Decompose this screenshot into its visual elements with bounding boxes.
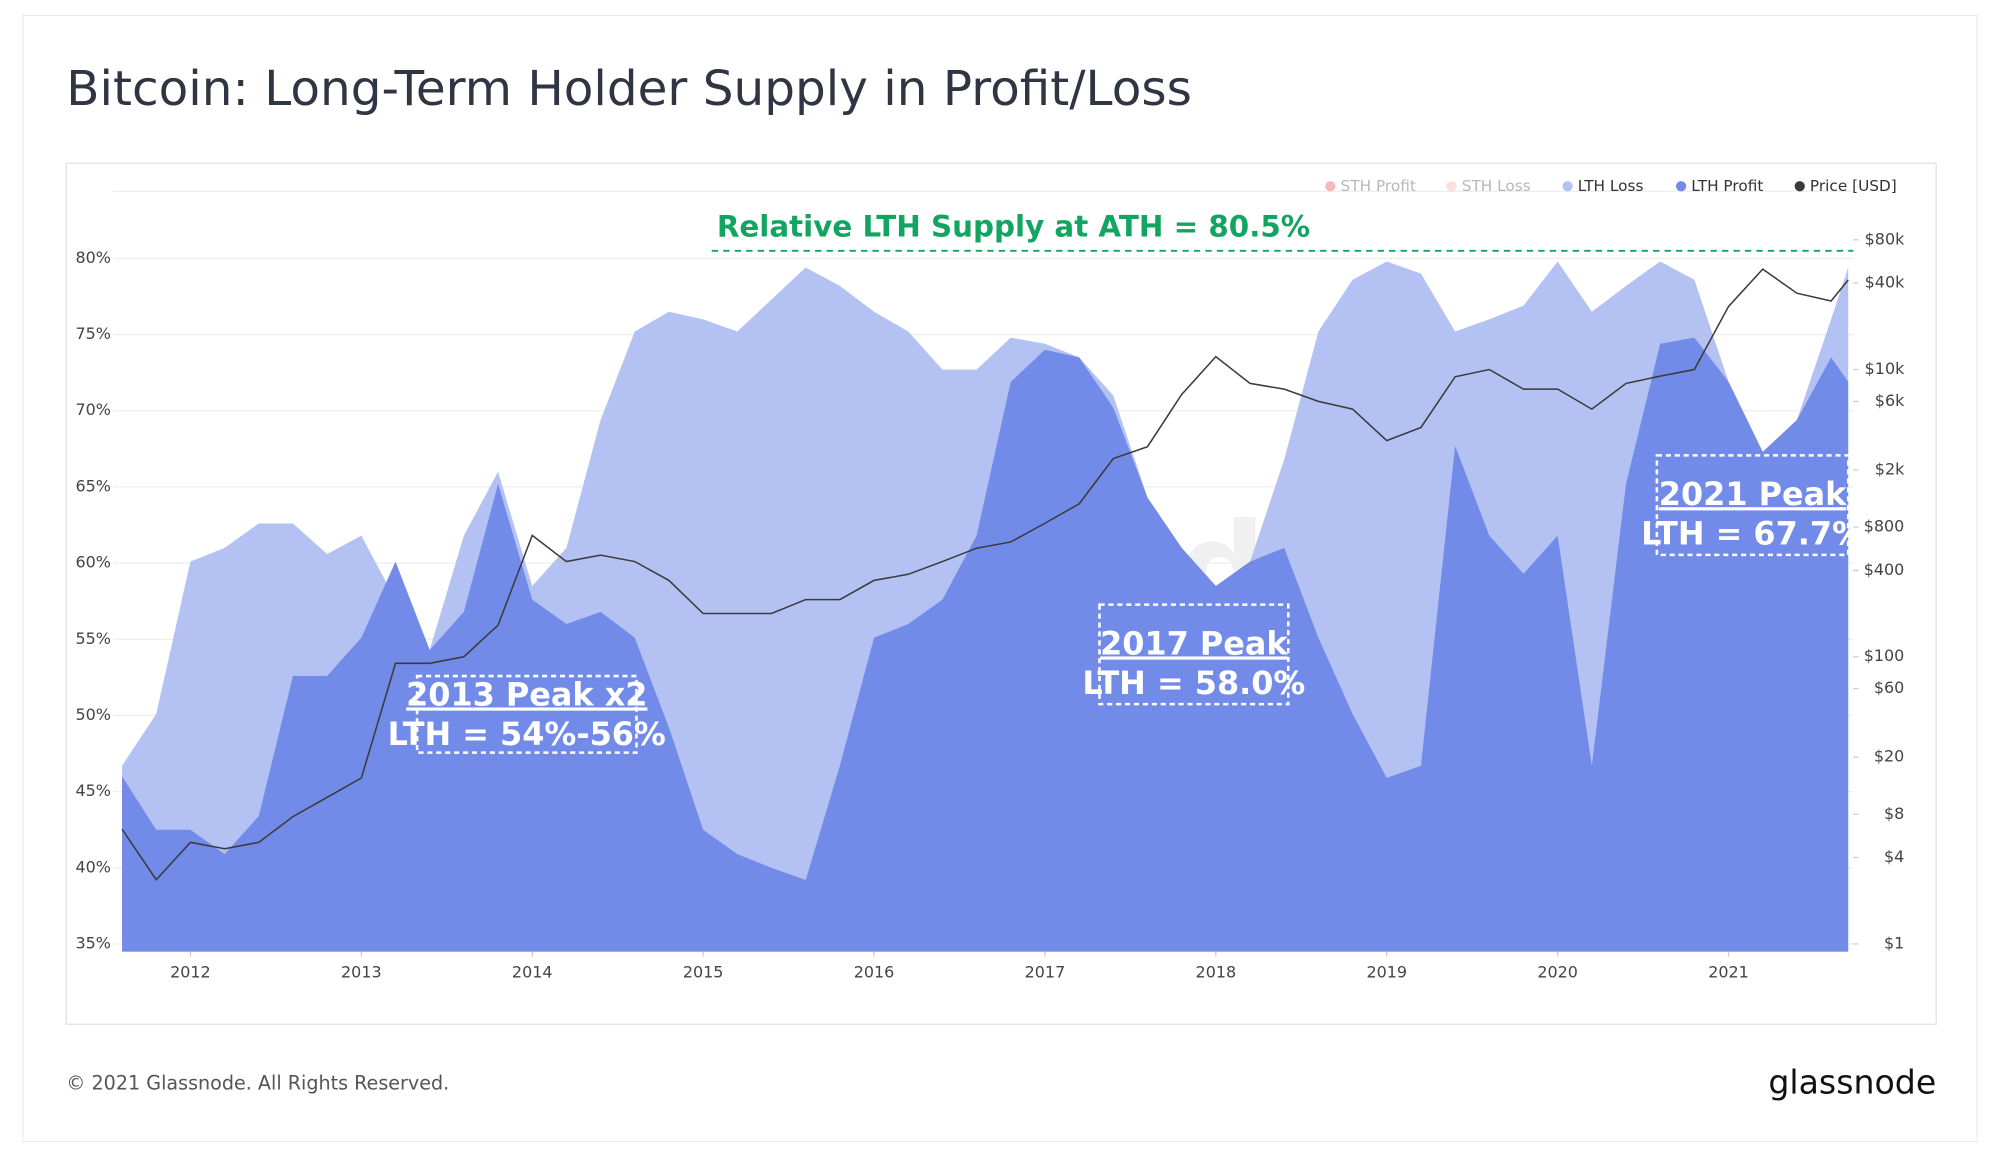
annotation-text: LTH = 67.7%: [1641, 515, 1864, 553]
annotation-text: 2013 Peak x2: [406, 675, 647, 713]
y-tick-label: 45%: [76, 781, 111, 800]
legend-item: STH Loss: [1446, 177, 1531, 195]
area: [122, 337, 1849, 952]
y-tick-label: 40%: [76, 857, 111, 876]
legend-label: STH Profit: [1341, 177, 1416, 195]
annotation-text: LTH = 54%-56%: [388, 715, 666, 753]
x-tick-label: 2018: [1196, 963, 1237, 982]
y2-tick-label: $8: [1884, 804, 1904, 823]
x-tick-label: 2019: [1366, 963, 1407, 982]
annotation-text: LTH = 58.0%: [1082, 664, 1305, 702]
x-tick-label: 2017: [1025, 963, 1066, 982]
y-tick-label: 55%: [76, 629, 111, 648]
y2-tick-label: $80k: [1865, 229, 1905, 248]
y2-tick-label: $40k: [1865, 273, 1905, 292]
y-tick-label: 80%: [76, 248, 111, 267]
annotation-box: [1655, 454, 1850, 557]
annotation-box: [1098, 603, 1290, 706]
legend-item: STH Profit: [1325, 177, 1416, 195]
y2-tick-label: $4: [1884, 847, 1904, 866]
y2-tick-label: $10k: [1865, 359, 1905, 378]
x-tick-label: 2020: [1537, 963, 1578, 982]
y2-tick-label: $1: [1884, 933, 1904, 952]
annotation-text: 2017 Peak: [1100, 624, 1288, 662]
x-tick-label: 2021: [1708, 963, 1749, 982]
y-tick-label: 65%: [76, 476, 111, 495]
x-tick-label: 2014: [512, 963, 553, 982]
reference-label: Relative LTH Supply at ATH = 80.5%: [717, 209, 1310, 243]
legend-swatch: [1325, 181, 1336, 192]
y-tick-label: 70%: [76, 400, 111, 419]
chart-title: Bitcoin: Long-Term Holder Supply in Prof…: [66, 61, 1192, 117]
y2-tick-label: $2k: [1875, 459, 1905, 478]
x-tick-label: 2012: [170, 963, 211, 982]
legend-label: LTH Loss: [1578, 177, 1644, 195]
annotation-box: [415, 674, 638, 754]
y-tick-label: 60%: [76, 553, 111, 572]
legend-swatch: [1794, 181, 1805, 192]
legend-item: LTH Loss: [1562, 177, 1644, 195]
plot: 35% 40% 45% 50% 55% 60% 65% 70% 75% 80% $1 $4 $8 $20 $…: [76, 177, 1906, 982]
legend-label: LTH Profit: [1691, 177, 1763, 195]
y2-tick-label: $400: [1864, 560, 1905, 579]
legend-item: Price [USD]: [1794, 177, 1897, 195]
legend-label: STH Loss: [1462, 177, 1531, 195]
legend-swatch: [1446, 181, 1457, 192]
y-tick-label: 75%: [76, 324, 111, 343]
x-tick-label: 2015: [683, 963, 724, 982]
y2-tick-label: $100: [1864, 646, 1905, 665]
footer: © 2021 Glassnode. All Rights Reserved.: [66, 1072, 449, 1095]
annotation-text: 2021 Peak: [1659, 475, 1847, 513]
x-tick-label: 2016: [854, 963, 895, 982]
legend-swatch: [1676, 181, 1687, 192]
legend-swatch: [1562, 181, 1573, 192]
legend-item: LTH Profit: [1676, 177, 1763, 195]
y-tick-label: 50%: [76, 705, 111, 724]
y2-tick-label: $800: [1864, 517, 1905, 536]
legend-label: Price [USD]: [1810, 177, 1897, 195]
y2-tick-label: $20: [1874, 747, 1904, 766]
y2-tick-label: $60: [1874, 678, 1904, 697]
y-tick-label: 35%: [76, 933, 111, 952]
price-line: [121, 268, 1849, 881]
x-tick-label: 2013: [341, 963, 382, 982]
y2-tick-label: $6k: [1875, 391, 1905, 410]
logo: glassnode: [1768, 1063, 1936, 1102]
